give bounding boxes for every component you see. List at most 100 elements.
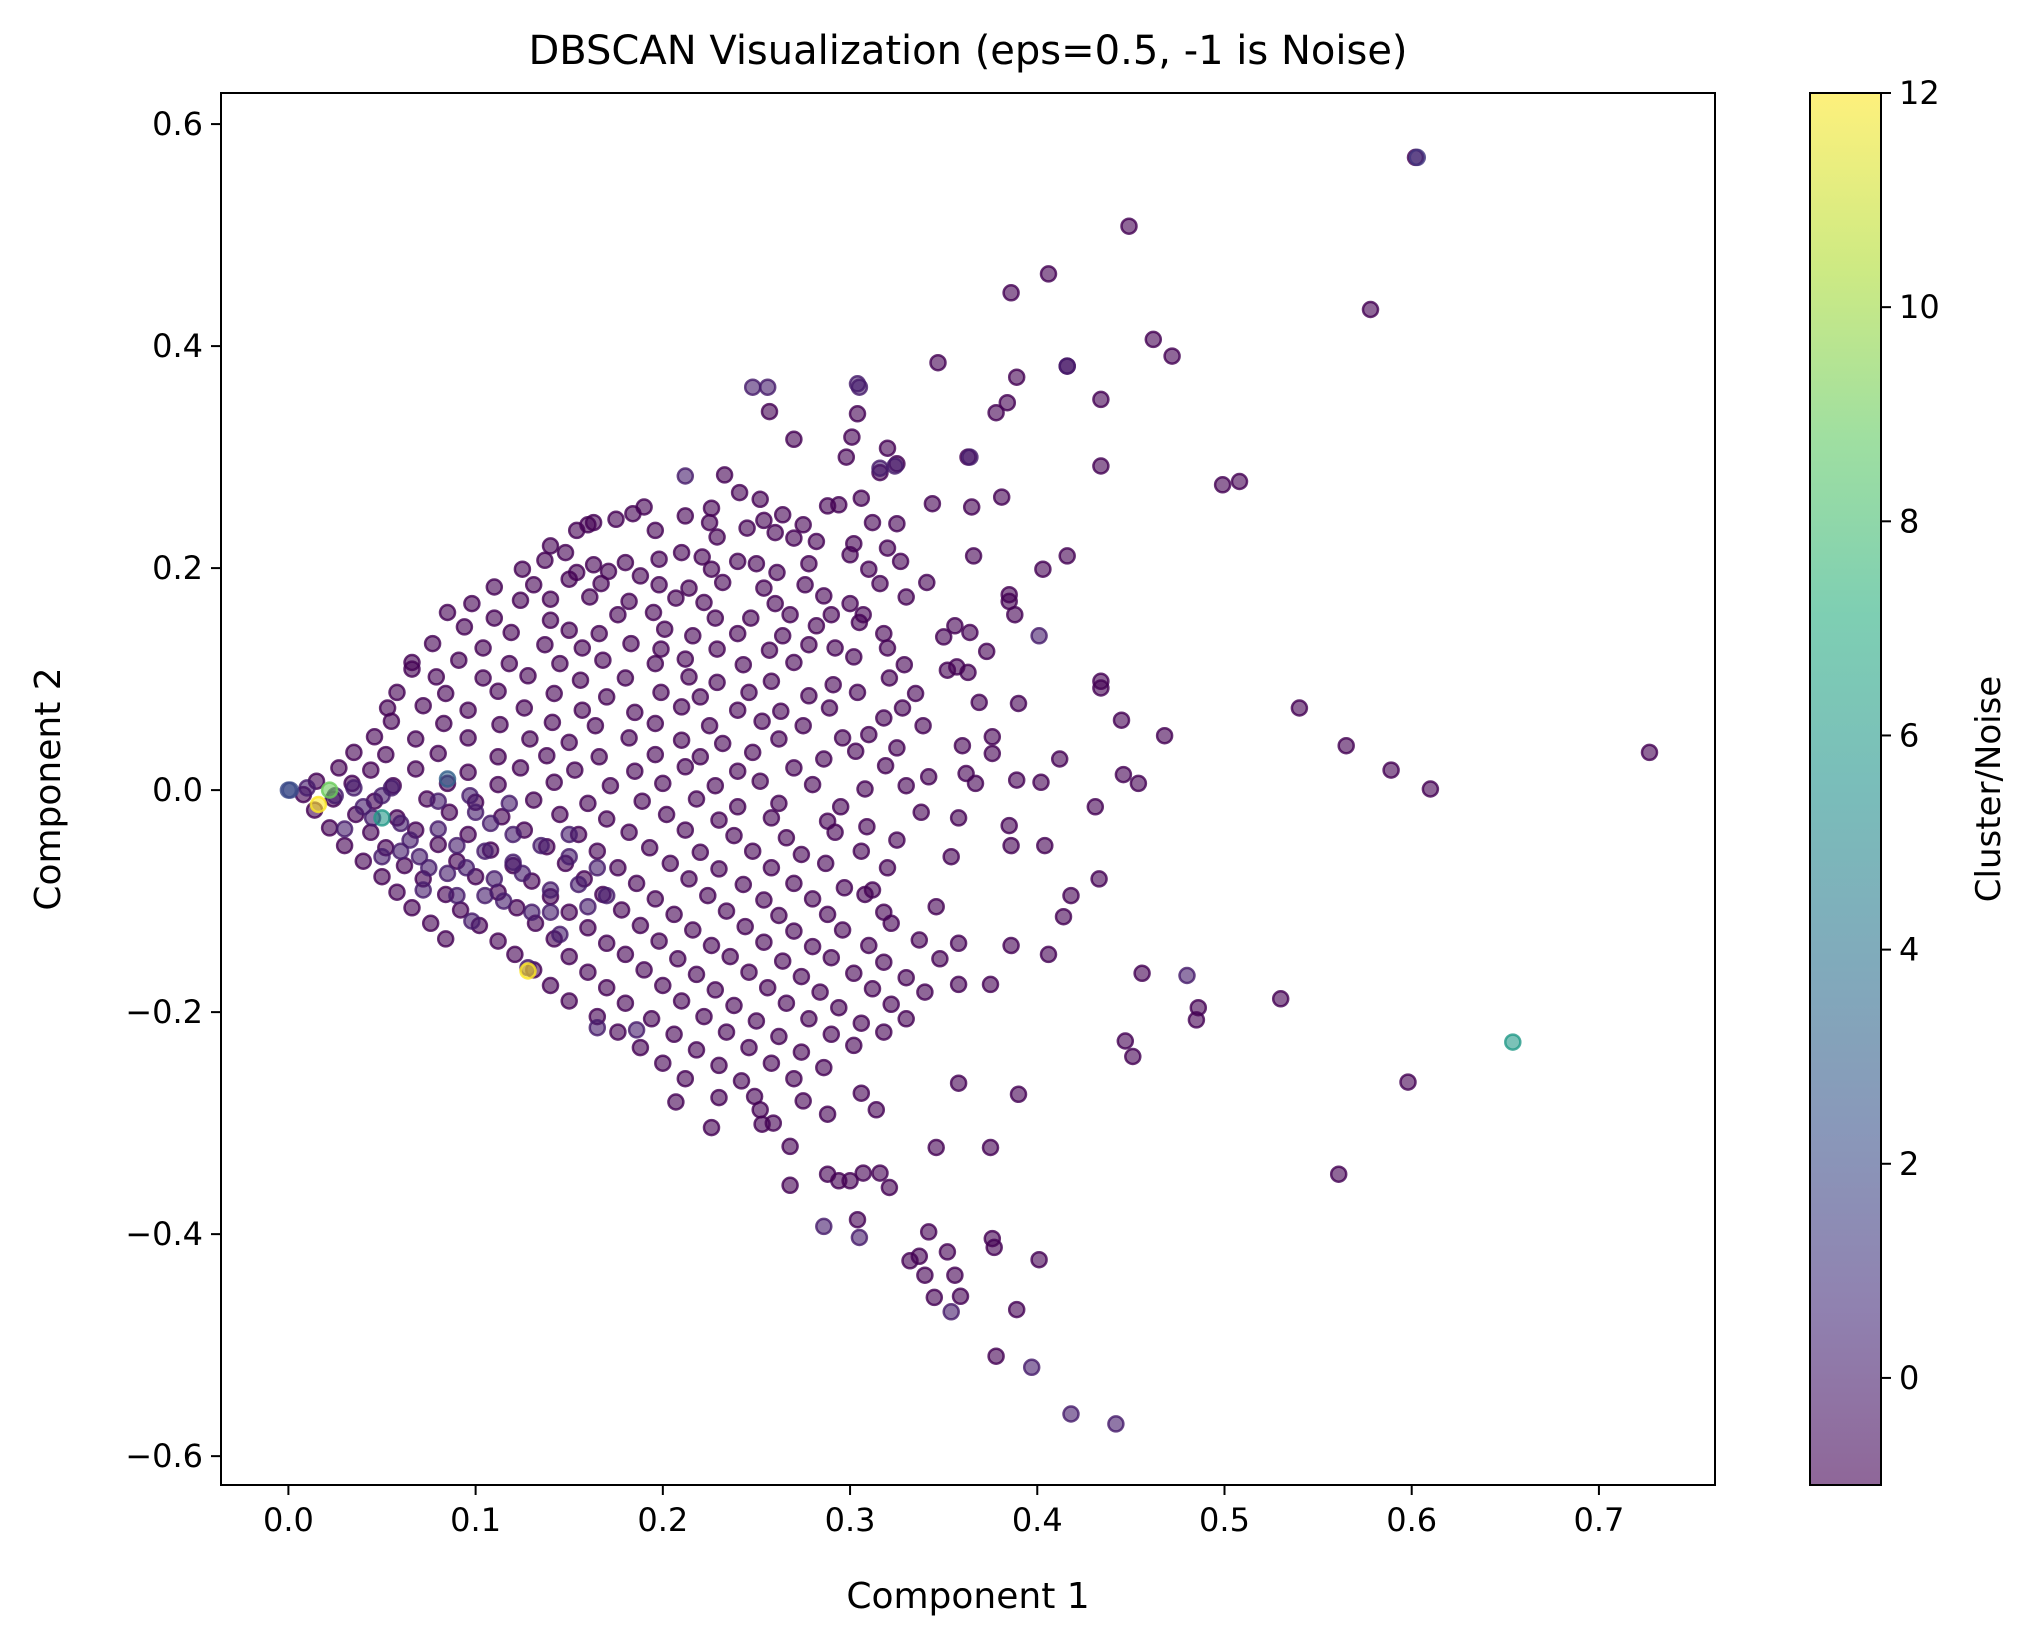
data-point-cluster--1	[762, 1054, 781, 1072]
data-point-cluster--1	[620, 729, 638, 747]
data-point-cluster--1	[732, 1072, 751, 1090]
data-point-cluster--1	[747, 554, 766, 573]
data-point-cluster-0	[373, 786, 391, 805]
data-point-cluster-0	[850, 1228, 869, 1247]
data-point-cluster--1	[777, 829, 796, 847]
data-point-cluster--1	[800, 554, 818, 573]
data-point-cluster-0	[414, 881, 432, 899]
y-tick-label: 0.2	[152, 549, 203, 587]
data-point-cluster--1	[734, 875, 753, 894]
data-point-cluster--1	[616, 669, 635, 687]
data-point-cluster--1	[841, 546, 859, 564]
data-point-cluster--1	[854, 1164, 872, 1182]
data-point-cluster--1	[927, 897, 945, 916]
data-point-cluster--1	[592, 574, 610, 593]
data-point-cluster--1	[1129, 774, 1148, 793]
data-point-cluster--1	[474, 639, 492, 657]
data-point-cluster--1	[627, 874, 646, 893]
data-point-cluster--1	[878, 539, 897, 557]
data-point-cluster--1	[485, 578, 504, 596]
data-point-cluster--1	[362, 823, 380, 842]
data-point-cluster--1	[871, 574, 889, 593]
data-point-cluster--1	[560, 621, 578, 640]
data-point-cluster--1	[1187, 1011, 1206, 1029]
data-point-cluster--1	[436, 684, 455, 703]
data-point-cluster--1	[725, 826, 743, 845]
data-point-cluster-0	[850, 378, 869, 396]
data-point-cluster--1	[919, 1223, 938, 1241]
data-point-cluster--1	[985, 1238, 1003, 1257]
data-point-cluster-0	[298, 779, 316, 797]
y-axis-label: Component 2	[28, 667, 69, 910]
data-point-cluster--1	[863, 980, 882, 998]
data-point-cluster--1	[835, 879, 854, 897]
data-point-cluster-0	[676, 467, 695, 485]
data-point-cluster--1	[669, 950, 687, 968]
data-point-cluster--1	[725, 996, 743, 1015]
data-point-cluster--1	[770, 730, 788, 748]
data-point-cluster--1	[365, 728, 384, 746]
data-point-cluster--1	[1002, 836, 1020, 855]
data-point-cluster--1	[841, 1172, 859, 1190]
data-point-cluster-12	[309, 795, 328, 814]
data-point-cluster--1	[506, 945, 524, 964]
data-point-cluster--1	[654, 1054, 672, 1072]
data-point-cluster-0	[485, 870, 504, 888]
data-point-cluster--1	[710, 860, 728, 878]
data-point-cluster--1	[560, 903, 578, 921]
data-point-cluster--1	[672, 543, 691, 562]
data-point-cluster--1	[845, 964, 863, 983]
data-point-cluster--1	[949, 934, 968, 953]
colorbar-tick-label: 6	[1899, 716, 1919, 754]
data-point-cluster--1	[1092, 390, 1110, 409]
data-point-cluster--1	[891, 552, 910, 571]
data-point-cluster--1	[860, 936, 878, 955]
data-point-cluster--1	[822, 605, 841, 624]
data-point-cluster--1	[888, 739, 906, 757]
data-point-cluster--1	[706, 981, 725, 999]
data-point-cluster--1	[794, 716, 812, 735]
data-point-cluster--1	[414, 696, 432, 715]
data-point-cluster--1	[524, 576, 543, 594]
data-point-cluster--1	[521, 730, 539, 748]
data-point-cluster--1	[459, 701, 477, 719]
data-point-cluster--1	[1009, 694, 1028, 713]
colorbar-tick-label: 12	[1899, 74, 1940, 112]
data-point-cluster--1	[377, 745, 395, 764]
data-point-cluster--1	[640, 839, 659, 857]
data-point-cluster--1	[773, 506, 792, 524]
data-point-cluster--1	[500, 654, 519, 673]
data-point-cluster--1	[373, 867, 391, 886]
data-point-cluster--1	[1054, 907, 1073, 926]
data-point-cluster--1	[1036, 836, 1054, 855]
plot-frame	[220, 92, 1716, 1486]
data-point-cluster--1	[706, 776, 725, 795]
data-point-cluster--1	[1213, 476, 1232, 494]
data-point-cluster--1	[794, 1092, 812, 1110]
data-point-cluster-0	[588, 1018, 607, 1037]
data-point-cluster--1	[650, 550, 668, 568]
data-point-cluster-0	[743, 378, 762, 396]
data-point-cluster--1	[755, 933, 773, 951]
data-point-cluster--1	[760, 402, 779, 421]
data-point-cluster-0	[448, 886, 466, 905]
data-point-cluster--1	[897, 1010, 915, 1028]
data-point-cluster--1	[631, 916, 650, 935]
data-point-cluster-0	[579, 897, 597, 916]
data-point-cluster--1	[700, 513, 719, 532]
data-point-cluster--1	[800, 1010, 818, 1028]
data-point-cluster-0	[1062, 1405, 1080, 1423]
data-point-cluster--1	[624, 504, 642, 523]
data-point-cluster--1	[800, 687, 818, 705]
data-point-cluster--1	[330, 759, 348, 777]
data-point-cluster--1	[766, 594, 784, 613]
data-point-cluster--1	[753, 712, 771, 731]
data-point-cluster-1	[1408, 148, 1427, 167]
data-point-cluster-0	[1058, 357, 1076, 375]
data-point-cluster--1	[421, 914, 440, 933]
data-point-cluster--1	[573, 701, 592, 719]
data-point-cluster--1	[970, 693, 988, 712]
data-point-cluster--1	[515, 699, 534, 717]
data-point-cluster--1	[987, 403, 1005, 422]
